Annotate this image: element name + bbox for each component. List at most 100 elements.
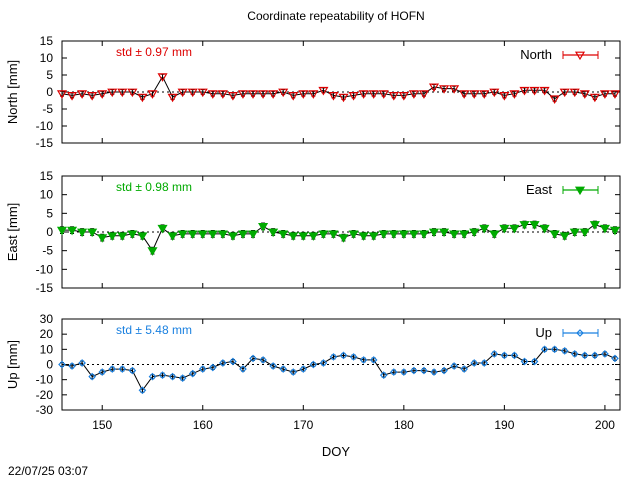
east-ytick-label: -5	[42, 244, 53, 258]
east-data-point	[509, 224, 520, 234]
north-data-point	[137, 93, 148, 103]
north-data-point	[358, 90, 369, 99]
up-ytick-label: 10	[40, 342, 54, 356]
up-data-point	[98, 368, 107, 376]
east-data-point	[559, 232, 570, 241]
north-data-point	[117, 88, 128, 98]
north-data-point	[469, 90, 480, 99]
east-data-point	[328, 230, 339, 240]
north-data-point	[599, 90, 610, 99]
east-data-point	[67, 226, 78, 236]
east-std-annotation: std ± 0.98 mm	[116, 180, 192, 194]
north-data-point	[97, 90, 108, 99]
east-data-point	[418, 230, 429, 240]
east-data-point	[609, 226, 621, 236]
east-data-point	[298, 232, 309, 241]
up-data-point	[550, 345, 559, 354]
east-legend-label: East	[526, 182, 552, 197]
east-data-point	[177, 230, 188, 240]
up-data-point	[58, 360, 66, 369]
east-data-point	[368, 232, 379, 241]
east-ytick-label: 5	[46, 206, 53, 220]
north-data-point	[529, 86, 540, 96]
north-data-point	[308, 90, 319, 99]
east-data-point	[579, 228, 590, 238]
up-xtick-label: 190	[494, 418, 514, 432]
north-data-point	[258, 90, 269, 99]
x-axis-label: DOY	[322, 444, 351, 459]
up-data-point	[440, 366, 448, 375]
up-ytick-label: 20	[40, 327, 54, 341]
up-legend-marker	[576, 329, 584, 337]
east-data-point	[479, 224, 490, 234]
north-data-point	[489, 88, 500, 98]
north-data-point	[408, 90, 419, 99]
north-data-point	[56, 90, 68, 99]
north-data-point	[147, 90, 158, 99]
up-data-point	[249, 354, 257, 363]
north-ytick-label: -15	[36, 136, 54, 150]
north-data-point	[167, 93, 178, 103]
east-data-point	[107, 232, 118, 241]
east-data-point	[278, 230, 289, 240]
east-data-point	[308, 232, 319, 241]
north-ytick-label: 0	[46, 85, 53, 99]
up-data-point	[259, 356, 267, 364]
north-data-point	[549, 95, 560, 104]
up-xtick-label: 200	[595, 418, 615, 432]
up-data-point	[490, 350, 499, 358]
east-data-point	[117, 232, 128, 241]
north-data-point	[197, 88, 208, 98]
north-data-point	[237, 90, 249, 99]
east-data-point	[348, 230, 359, 240]
north-data-point	[77, 90, 88, 99]
east-data-point	[549, 230, 560, 240]
up-data-point	[339, 351, 348, 360]
north-data-point	[459, 90, 470, 99]
north-data-point	[439, 85, 450, 94]
east-data-point	[439, 228, 450, 238]
north-legend-marker	[574, 51, 586, 61]
north-data-point	[288, 91, 299, 101]
up-data-point	[239, 365, 247, 373]
up-data-point	[520, 357, 529, 366]
north-legend-label: North	[520, 47, 552, 62]
north-data-point	[539, 86, 550, 96]
up-ytick-label: 30	[40, 312, 54, 326]
up-xtick-label: 160	[193, 418, 213, 432]
up-data-point	[309, 360, 318, 369]
up-series-line	[61, 348, 616, 392]
north-data-point	[589, 93, 600, 103]
north-panel: 15 10 5 0 -5 -10 -15 North [mm] std ± 0.97 mm Nor…	[5, 34, 621, 150]
north-data-point	[338, 93, 349, 103]
up-data-point	[389, 368, 398, 376]
up-data-point	[369, 356, 378, 364]
east-data-point	[378, 230, 389, 240]
up-data-point	[540, 345, 549, 354]
north-data-point	[609, 90, 621, 99]
east-data-point	[127, 230, 138, 240]
north-ytick-label: 15	[40, 34, 54, 48]
east-panel: 15 10 5 0 -5 -10 -15 East [mm] std ± 0.98 mm East	[5, 169, 621, 295]
east-data-point	[217, 230, 228, 240]
east-ytick-label: 15	[40, 169, 54, 183]
east-ytick-label: -15	[36, 281, 54, 295]
north-data-point	[449, 85, 460, 94]
east-data-point	[147, 247, 158, 256]
up-data-point	[289, 368, 298, 376]
north-data-point	[388, 91, 399, 101]
up-data-point	[500, 351, 509, 360]
north-ytick-label: 5	[46, 68, 53, 82]
east-data-point	[56, 226, 68, 236]
up-data-point	[158, 371, 167, 379]
up-data-point	[570, 350, 579, 358]
up-data-point	[379, 371, 388, 379]
north-data-point	[428, 83, 440, 93]
north-ytick-label: -10	[36, 119, 54, 133]
east-data-point	[87, 228, 98, 238]
up-data-point	[299, 365, 308, 373]
east-data-point	[258, 223, 269, 232]
east-data-point	[157, 224, 168, 234]
east-series-line	[62, 223, 616, 252]
east-data-point	[358, 232, 369, 241]
